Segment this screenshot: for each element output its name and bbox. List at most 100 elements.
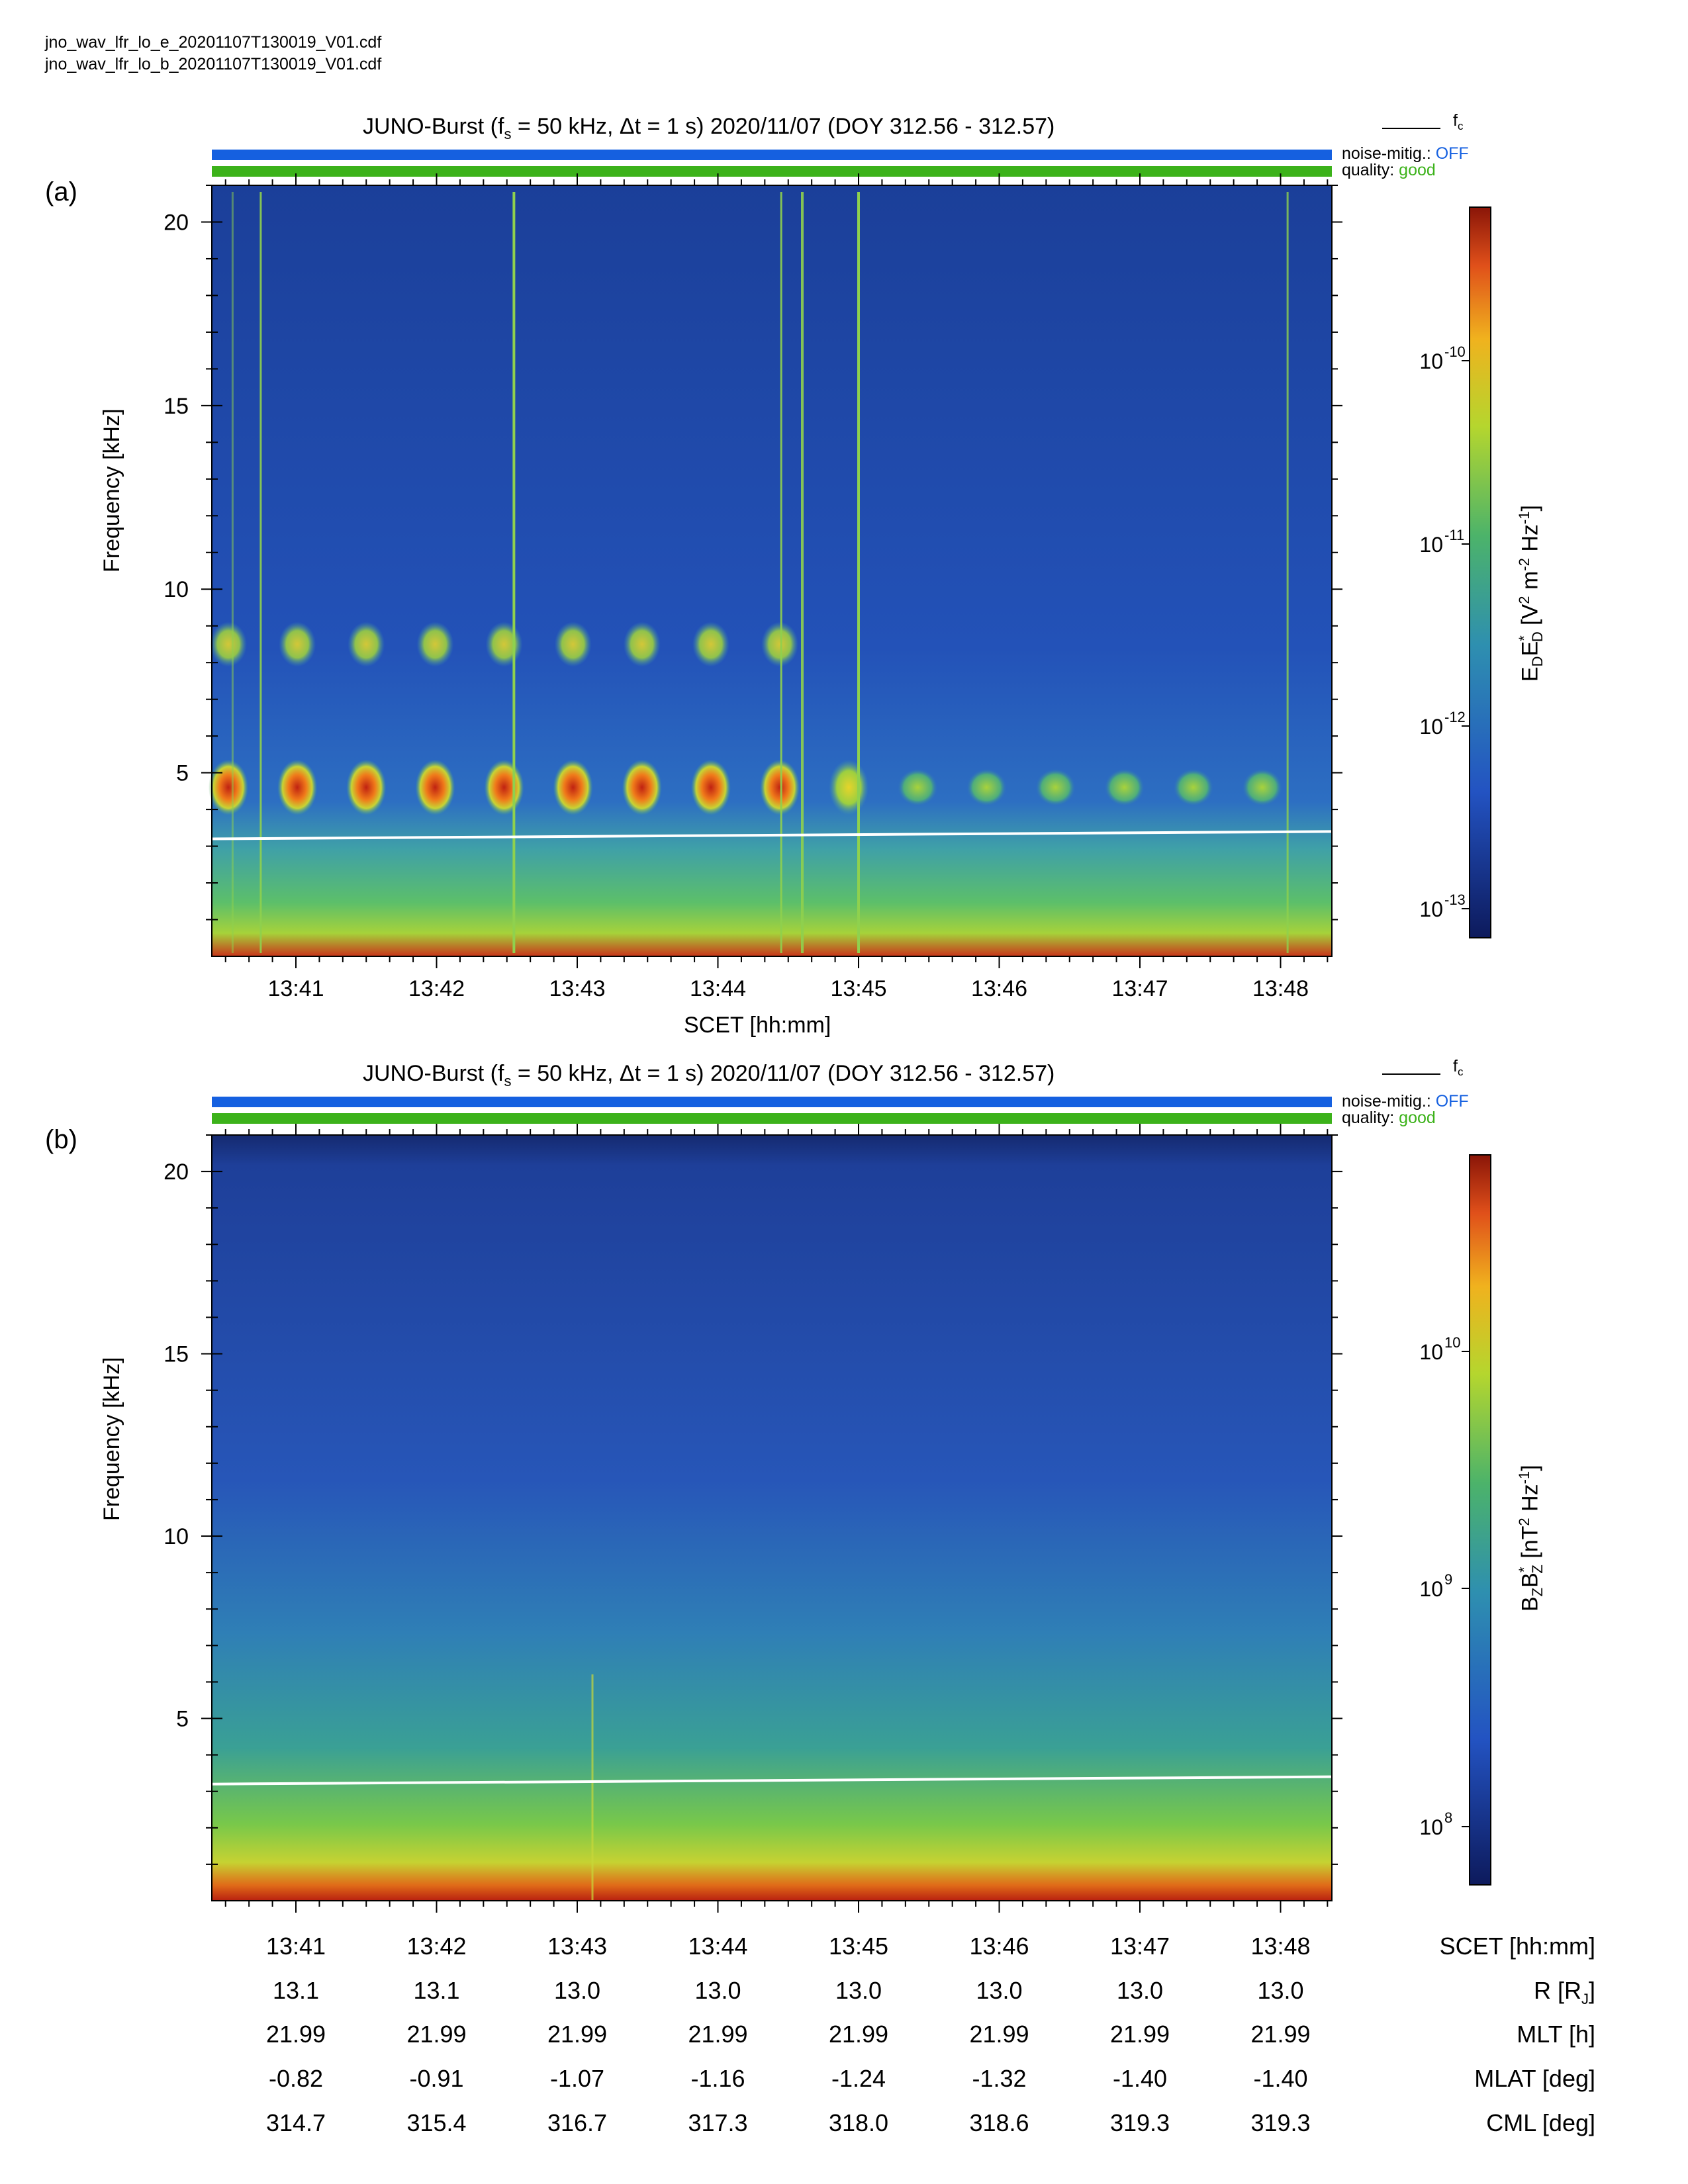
quality-bar: [212, 166, 1332, 177]
vertical-bursts-a: [231, 192, 1289, 953]
fc-line-b: [211, 1775, 1333, 1786]
ephemeris-cell: -1.07: [549, 2065, 605, 2092]
spectrogram-b-area: [212, 1135, 1332, 1901]
ephemeris-cell: 316.7: [547, 2109, 608, 2136]
ephemeris-cell: 13.0: [553, 1977, 601, 2004]
ephemeris-cell: 314.7: [265, 2109, 326, 2136]
noise-mitigation-bar-b: [212, 1097, 1332, 1107]
noise-mitigation-status: noise-mitig.: OFF: [1342, 144, 1469, 163]
x-tick-label: 13:46: [971, 976, 1027, 1001]
ephemeris-cell: -0.91: [409, 2065, 464, 2092]
emission-burst-low: [209, 759, 248, 815]
plot-b-frame: [211, 1134, 1333, 1901]
emission-burst-low: [346, 759, 387, 815]
ylabel-b: Frequency [kHz]: [99, 1357, 124, 1521]
ephemeris-cell: 13:46: [969, 1933, 1029, 1960]
ephemeris-row-label: SCET [hh:mm]: [1439, 1933, 1595, 1960]
ephemeris-cell: 13:48: [1250, 1933, 1311, 1960]
ephemeris-cell: 319.3: [1109, 2109, 1170, 2136]
axes-b: 5 10 15 20: [164, 1123, 1342, 1913]
ephemeris-cell: -1.24: [831, 2065, 886, 2092]
spectrogram-a-area: [212, 185, 1332, 956]
cbar-tick-exponent: 8: [1444, 1809, 1452, 1826]
ephemeris-cell: 13:41: [265, 1933, 326, 1960]
ephemeris-cell: 21.99: [969, 2021, 1029, 2048]
cbar-tick-label: 10: [1419, 897, 1443, 921]
y-tick-label: 20: [164, 210, 189, 235]
emission-burst-high: [623, 621, 661, 667]
emission-burst-low: [898, 768, 938, 806]
ephemeris-cell: 13:47: [1109, 1933, 1170, 1960]
fc-legend-label-b: fc: [1453, 1057, 1464, 1078]
ephemeris-cell: -1.16: [690, 2065, 745, 2092]
cbar-tick-label: 10: [1419, 1340, 1443, 1364]
fc-legend-line: [1382, 128, 1440, 129]
y-tick-label: 15: [164, 394, 189, 419]
quality-status: quality: good: [1342, 161, 1436, 179]
fc-line-a: [211, 830, 1333, 841]
ephemeris-cell: 21.99: [828, 2021, 889, 2048]
ephemeris-cell: 318.6: [969, 2109, 1029, 2136]
cbar-tick-exponent: -12: [1444, 709, 1466, 725]
axes-a: 5 10 15 20 13:41 13:42 13:43 13:44 13:45 13:46 13:…: [164, 173, 1342, 1001]
colorbar-b: [1469, 1154, 1491, 1886]
cbar-tick-exponent: -11: [1444, 527, 1464, 543]
quality-bar-b: [212, 1113, 1332, 1124]
y-tick-label: 10: [164, 1524, 189, 1549]
colorbar-a-label: EDE*D [V2 m-2 Hz-1]: [1516, 505, 1546, 682]
emission-burst-low: [1242, 768, 1282, 806]
fc-legend-line-b: [1382, 1073, 1440, 1075]
x-tick-label: 13:48: [1252, 976, 1309, 1001]
y-tick-label: 15: [164, 1342, 189, 1367]
ephemeris-cell: 21.99: [688, 2021, 748, 2048]
ephemeris-cell: 13:42: [406, 1933, 467, 1960]
emission-burst-high: [761, 621, 798, 667]
ephemeris-cell: -0.82: [268, 2065, 324, 2092]
emission-burst-high: [279, 621, 316, 667]
x-tick-label: 13:43: [549, 976, 605, 1001]
fc-legend-label: fc: [1453, 111, 1464, 132]
x-tick-label: 13:42: [408, 976, 465, 1001]
xlabel-a: SCET [hh:mm]: [684, 1013, 831, 1038]
cbar-tick-exponent: 9: [1444, 1571, 1452, 1588]
ephemeris-cell: 13.0: [1116, 1977, 1164, 2004]
cbar-tick-label: 10: [1419, 1577, 1443, 1601]
ephemeris-row-label: CML [deg]: [1486, 2109, 1595, 2136]
noise-mitigation-status-b: noise-mitig.: OFF: [1342, 1092, 1469, 1111]
ephemeris-cell: 21.99: [265, 2021, 326, 2048]
cbar-tick-label: 10: [1419, 1815, 1443, 1839]
y-tick-label: 20: [164, 1160, 189, 1185]
emission-burst-low: [277, 759, 318, 815]
ephemeris-cell: 21.99: [406, 2021, 467, 2048]
emission-burst-low: [484, 759, 524, 815]
cbar-tick-exponent: -10: [1444, 343, 1466, 360]
panel-a-title: JUNO-Burst (fs = 50 kHz, Δt = 1 s) 2020/…: [363, 114, 1055, 142]
colorbar-a: [1469, 206, 1491, 938]
x-tick-label: 13:45: [830, 976, 886, 1001]
emission-burst-low: [553, 759, 593, 815]
ephemeris-row-label: R [RJ]: [1533, 1977, 1595, 2008]
emission-burst-low: [760, 759, 800, 815]
x-tick-label: 13:41: [267, 976, 324, 1001]
ephemeris-cell: 13.1: [413, 1977, 460, 2004]
emission-burst-high: [554, 621, 592, 667]
file-name-e: jno_wav_lfr_lo_e_20201107T130019_V01.cdf: [45, 33, 382, 52]
ephemeris-cell: 319.3: [1250, 2109, 1311, 2136]
emission-burst-high: [210, 621, 247, 667]
y-tick-label: 5: [176, 761, 189, 786]
emission-burst-low: [966, 768, 1007, 806]
panel-b-label: (b): [45, 1125, 77, 1154]
emission-burst-low: [1035, 768, 1076, 806]
ephemeris-cell: -1.40: [1112, 2065, 1168, 2092]
panel-a-label: (a): [45, 177, 77, 206]
ephemeris-cell: 13.0: [835, 1977, 882, 2004]
ephemeris-cell: 13.0: [976, 1977, 1023, 2004]
colorbar-b-label: BZB*Z [nT2 Hz-1]: [1516, 1465, 1546, 1612]
ephemeris-cell: 13.1: [272, 1977, 320, 2004]
noise-mitigation-bar: [212, 150, 1332, 160]
ephemeris-cell: 13:44: [688, 1933, 748, 1960]
cbar-tick-label: 10: [1419, 715, 1443, 739]
y-tick-label: 5: [176, 1707, 189, 1732]
x-tick-label: 13:47: [1111, 976, 1168, 1001]
emission-burst-high: [416, 621, 454, 667]
